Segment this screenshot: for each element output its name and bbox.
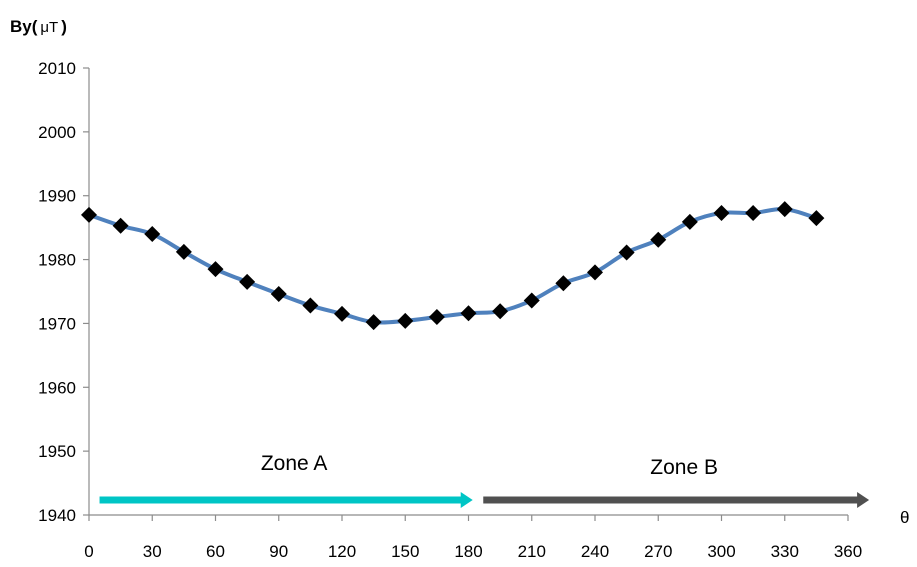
data-point-marker [334,305,350,322]
data-point-marker [523,292,540,309]
data-point-marker [650,231,667,248]
data-point-marker [112,217,129,234]
y-axis-label-close: ) [61,17,67,36]
series-line [88,207,817,325]
data-point-marker [618,244,635,261]
data-point-marker [555,275,572,292]
y-axis-label: By(μT) [10,17,67,36]
y-tick-label: 1990 [38,187,76,206]
x-tick-label: 120 [328,542,356,561]
data-point-marker [175,243,192,260]
series-group [81,201,825,331]
x-tick-label: 210 [518,542,546,561]
data-point-marker [681,213,698,230]
data-point-marker [365,314,382,331]
y-tick-label: 1940 [38,506,76,525]
x-tick-label: 0 [84,542,93,561]
x-tick-label: 240 [581,542,609,561]
data-point-marker [587,264,603,281]
zone-annotations: Zone A Zone B [99,452,870,508]
y-tick-label: 1970 [38,314,76,333]
y-axis-label-unit: μT [40,19,58,36]
x-tick-label: 300 [707,542,735,561]
data-point-marker [492,303,509,320]
x-tick-label: 150 [391,542,419,561]
x-tick-label: 90 [269,542,288,561]
x-axis-label: θ [900,508,909,527]
y-axis-label-main: By( [10,17,38,36]
x-tick-label: 360 [834,542,862,561]
zone-label: Zone B [650,456,718,479]
data-point-marker [144,226,161,243]
y-tick-label: 2000 [38,123,76,142]
zone-arrow-head [460,492,473,508]
zone-arrow-head [857,492,870,508]
data-point-marker [808,210,825,227]
data-point-marker [776,201,793,218]
x-tick-label: 60 [206,542,225,561]
data-point-marker [81,206,97,223]
data-point-marker [460,305,477,322]
y-ticks: 1940 1950 1960 1970 1980 1990 2000 2010 [38,59,89,525]
data-point-marker [302,297,319,314]
x-tick-label: 330 [771,542,799,561]
x-tick-label: 270 [644,542,672,561]
x-tick-label: 180 [454,542,482,561]
data-point-marker [270,286,287,303]
y-tick-label: 1960 [38,378,76,397]
data-point-marker [239,273,256,290]
data-point-marker [428,309,445,326]
y-tick-label: 1980 [38,251,76,270]
y-tick-label: 1950 [38,442,76,461]
x-tick-label: 30 [143,542,162,561]
data-point-marker [713,204,730,221]
x-ticks: 0 30 60 90 120 150 180 210 240 270 300 330 360 [84,515,862,561]
y-tick-label: 2010 [38,59,76,78]
data-point-marker [207,261,224,278]
data-point-marker [397,312,414,329]
zone-label: Zone A [261,452,328,475]
data-point-marker [745,204,762,221]
